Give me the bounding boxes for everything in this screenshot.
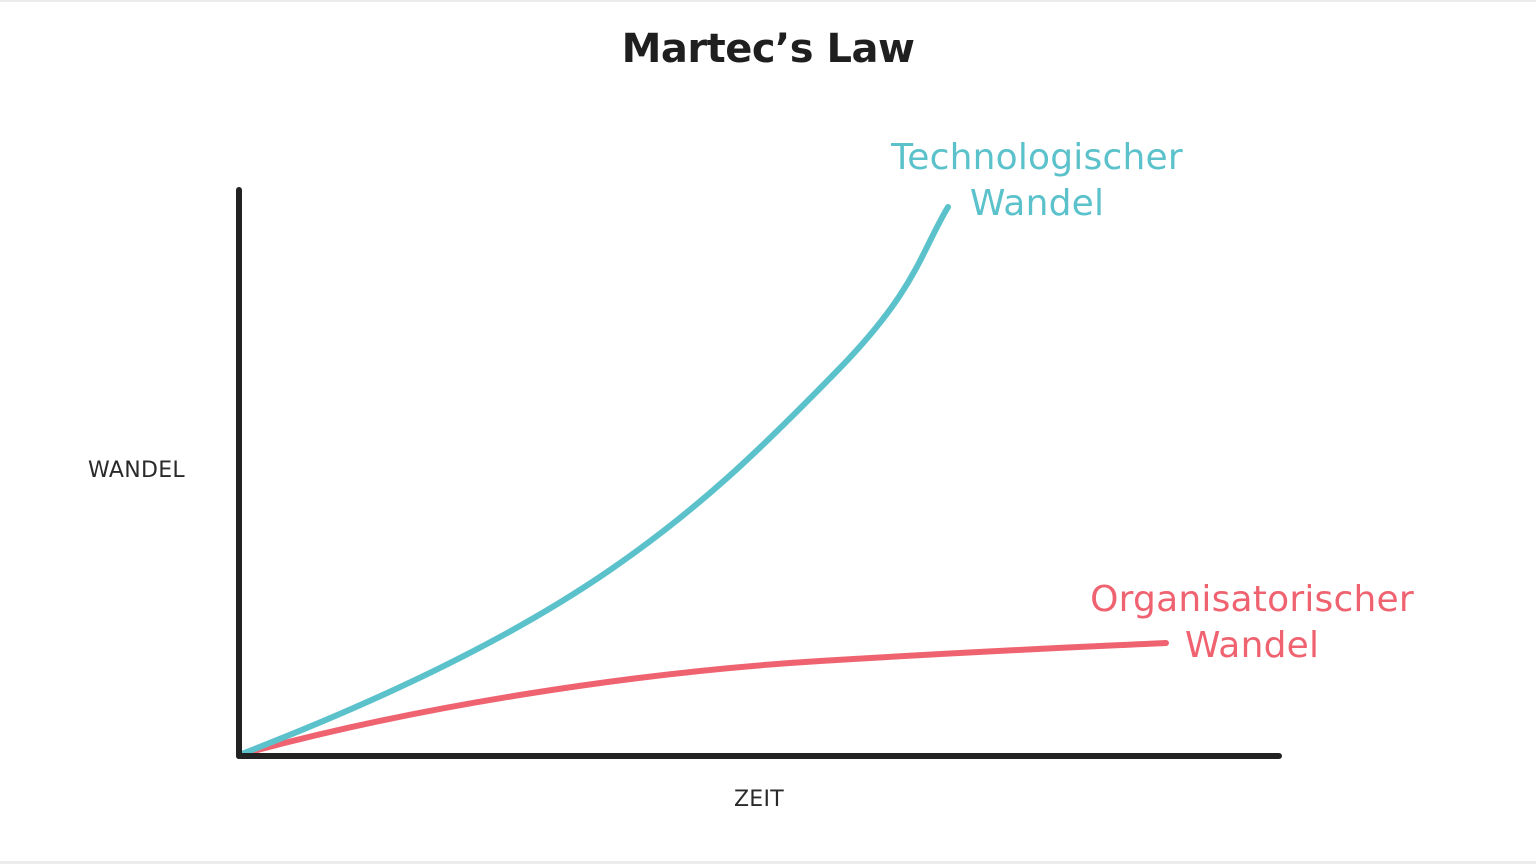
x-axis-label: ZEIT bbox=[733, 787, 785, 812]
y-axis-label: WANDEL bbox=[88, 458, 185, 483]
chart-title: Martec’s Law bbox=[621, 26, 915, 72]
organization-label-line1: Organisatorischer bbox=[1090, 579, 1414, 620]
technology-label-line1: Technologischer bbox=[891, 137, 1183, 178]
organization-curve bbox=[236, 640, 1169, 758]
bottom-border bbox=[0, 861, 1536, 864]
technology-curve bbox=[236, 204, 951, 758]
technology-series-label: Technologischer Wandel bbox=[880, 135, 1194, 227]
organization-label-line2: Wandel bbox=[1184, 625, 1320, 666]
organization-series-label: Organisatorischer Wandel bbox=[1080, 577, 1424, 669]
top-border bbox=[0, 0, 1536, 2]
technology-label-line2: Wandel bbox=[969, 183, 1105, 224]
